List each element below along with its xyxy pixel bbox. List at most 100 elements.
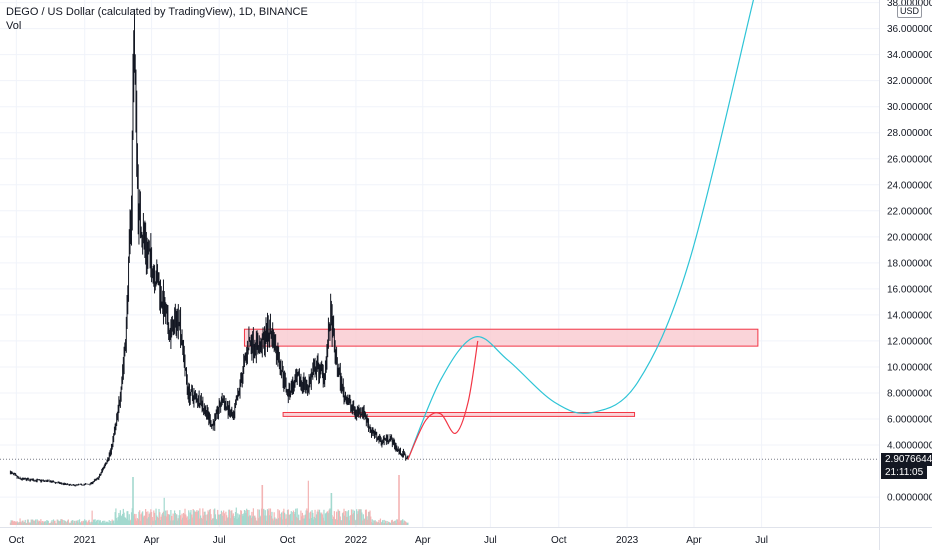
symbol-title[interactable]: DEGO / US Dollar (calculated by TradingV… [6, 6, 308, 18]
volume-bar [185, 517, 188, 525]
volume-bar [193, 510, 195, 525]
volume-bar [245, 512, 247, 525]
volume-bar [89, 522, 91, 525]
volume-bar [338, 511, 341, 525]
volume-bar [282, 511, 284, 525]
volume-bar [112, 521, 114, 525]
price-tick-label: 16.0000000 [887, 284, 932, 295]
zone-upper-resistance [243, 328, 759, 347]
volume-bar [228, 509, 230, 525]
volume-bar [246, 509, 249, 525]
volume-bar [287, 509, 289, 525]
volume-bar [101, 522, 103, 525]
volume-bar [381, 521, 383, 525]
volume-bar [139, 510, 141, 525]
volume-bar [359, 509, 361, 525]
volume-bar [171, 515, 173, 525]
volume-bar [146, 518, 148, 525]
volume-bar [22, 520, 24, 525]
price-tick-label: 24.0000000 [887, 180, 932, 191]
volume-bar [338, 510, 340, 525]
volume-bar [195, 511, 197, 525]
volume-bar [362, 514, 364, 525]
volume-bar [295, 516, 298, 525]
volume-bar [305, 510, 307, 525]
volume-bar [36, 519, 38, 525]
volume-bar [154, 520, 156, 525]
volume-bar [130, 512, 133, 525]
volume-bar [140, 514, 142, 525]
volume-bar [83, 521, 85, 525]
currency-badge[interactable]: USD [897, 5, 923, 18]
projection-red-path [407, 340, 479, 460]
volume-bar [170, 509, 172, 525]
volume-bar [132, 477, 134, 525]
price-tick-label: 30.0000000 [887, 102, 932, 113]
volume-bar [296, 508, 298, 525]
price-axis[interactable]: 0.0000000 4.0000000 6.0000000 8.0000000 10.0… [887, 0, 932, 504]
volume-bar [315, 518, 317, 525]
volume-bar [353, 510, 356, 525]
volume-bar [406, 522, 408, 525]
price-tick-label: 0.0000000 [887, 493, 932, 504]
volume-bar [197, 510, 199, 525]
volume-bar [209, 508, 211, 525]
projection-blue-path [407, 0, 755, 460]
volume-bar [87, 520, 90, 525]
volume-bar [335, 519, 337, 525]
volume-bar [51, 520, 53, 525]
volume-bar [291, 520, 293, 525]
volume-bar [145, 508, 147, 525]
volume-bar [286, 518, 288, 525]
volume-bar [101, 521, 104, 525]
volume-bar [35, 519, 37, 525]
volume-bar [67, 520, 69, 525]
volume-bar [196, 510, 198, 525]
volume-bar [90, 521, 92, 525]
volume-bar [65, 521, 67, 525]
volume-bar [356, 509, 358, 525]
volume-bar [120, 515, 122, 525]
volume-bar [35, 523, 38, 525]
volume-bar [177, 518, 179, 525]
volume-bar [72, 523, 75, 525]
volume-bar [275, 518, 278, 525]
volume-bar [312, 512, 314, 525]
volume-bar [322, 517, 324, 525]
volume-bar [372, 523, 374, 525]
volume-bar [241, 514, 243, 525]
volume-bar [44, 521, 46, 525]
volume-bar [309, 511, 312, 525]
volume-bar [41, 522, 43, 525]
volume-bar [321, 514, 324, 525]
volume-bar [231, 510, 233, 525]
volume-bar [330, 493, 333, 525]
volume-bar [222, 515, 224, 525]
volume-bar [45, 522, 47, 525]
volume-bar [113, 523, 116, 525]
volume-bar [274, 517, 276, 525]
time-tick-label: Oct [280, 535, 296, 546]
volume-bar [106, 521, 108, 525]
time-axis[interactable]: Oct 2021 Apr Jul Oct 2022 Apr Jul Oct 2023 Apr Jul [9, 535, 768, 546]
volume-bar [153, 510, 155, 525]
volume-bar [122, 508, 124, 525]
volume-label[interactable]: Vol [6, 20, 22, 32]
volume-bar [127, 520, 130, 525]
volume-bar [278, 510, 280, 525]
volume-bar [369, 510, 371, 525]
volume-bar [271, 511, 273, 525]
volume-bar [116, 518, 118, 525]
volume-bar [384, 522, 386, 525]
volume-bar [251, 511, 253, 525]
volume-bar [230, 510, 232, 525]
volume-bar [353, 512, 355, 525]
volume-bar [119, 510, 121, 525]
volume-bar [81, 522, 84, 525]
volume-bar [250, 517, 252, 525]
volume-bar [162, 512, 164, 525]
price-zones[interactable] [243, 328, 759, 417]
projection-paths[interactable] [407, 0, 755, 460]
volume-bar [98, 521, 101, 525]
